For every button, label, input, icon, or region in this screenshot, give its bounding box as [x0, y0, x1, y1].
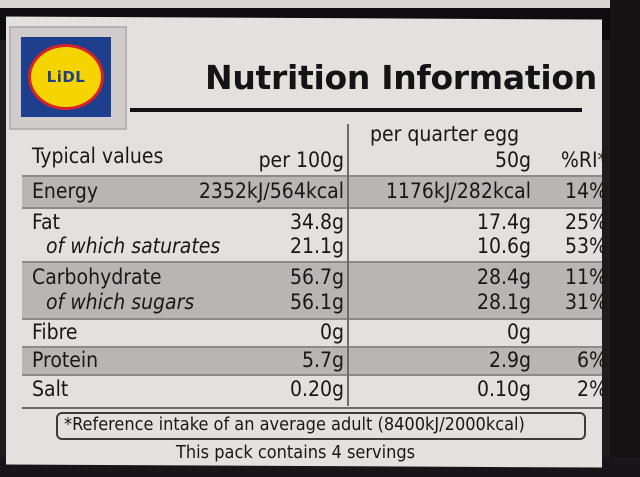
- row-ri-sugars: 31%: [565, 290, 607, 314]
- row-per100-fibre: 0g: [319, 320, 344, 344]
- row-rule: [22, 346, 602, 348]
- row-per100-energy: 2352kJ/564kcal: [198, 179, 344, 203]
- row-ri-energy: 14%: [565, 179, 607, 203]
- row-name-fibre: Fibre: [32, 320, 78, 344]
- row-portion-protein: 2.9g: [488, 348, 531, 372]
- lidl-logo-frame: LiDL: [9, 26, 127, 130]
- row-shade-energy: [22, 177, 602, 207]
- title-rule: [130, 108, 582, 112]
- row-rule: [22, 318, 602, 320]
- row-rule: [22, 207, 602, 209]
- row-rule: [22, 261, 602, 263]
- row-per100-fat: 34.8g: [289, 210, 344, 234]
- header-ri: %RI*: [560, 148, 607, 172]
- row-ri-carbohydrate: 11%: [565, 265, 607, 289]
- row-ri-saturates: 53%: [565, 234, 607, 258]
- row-name-fat: Fat: [32, 210, 60, 234]
- row-portion-saturates: 10.6g: [476, 234, 531, 258]
- row-portion-sugars: 28.1g: [476, 290, 531, 314]
- row-portion-fibre: 0g: [506, 320, 531, 344]
- footnote-text: *Reference intake of an average adult (8…: [64, 414, 525, 435]
- row-per100-salt: 0.20g: [289, 377, 344, 401]
- header-per-quarter-egg: per quarter egg: [370, 122, 520, 146]
- row-name-salt: Salt: [32, 377, 69, 401]
- row-portion-fat: 17.4g: [476, 210, 531, 234]
- row-name-saturates: of which saturates: [46, 234, 221, 258]
- footer-rule: [22, 407, 602, 409]
- row-shade-protein: [22, 346, 602, 374]
- row-ri-fat: 25%: [565, 210, 607, 234]
- label-title: Nutrition Information: [205, 58, 597, 97]
- header-rule: [22, 175, 602, 177]
- footnote-box: [56, 412, 586, 440]
- header-typical-values: Typical values: [32, 144, 164, 168]
- row-rule: [22, 374, 602, 376]
- row-per100-sugars: 56.1g: [289, 290, 344, 314]
- row-name-carbohydrate: Carbohydrate: [32, 265, 162, 289]
- row-per100-saturates: 21.1g: [289, 234, 344, 258]
- lidl-logo: LiDL: [21, 37, 111, 117]
- row-ri-salt: 2%: [577, 377, 607, 401]
- row-portion-carbohydrate: 28.4g: [476, 265, 531, 289]
- column-divider: [347, 124, 349, 406]
- row-name-protein: Protein: [32, 348, 99, 372]
- packaging-edge: [0, 0, 640, 8]
- row-shade-carbohydrate: [22, 262, 602, 318]
- row-portion-salt: 0.10g: [476, 377, 531, 401]
- servings-text: This pack contains 4 servings: [176, 442, 416, 463]
- header-portion-weight: 50g: [494, 148, 531, 172]
- lidl-logo-text: LiDL: [46, 68, 86, 86]
- row-portion-energy: 1176kJ/282kcal: [385, 179, 531, 203]
- lidl-logo-circle: LiDL: [28, 44, 104, 110]
- row-per100-carbohydrate: 56.7g: [289, 265, 344, 289]
- row-per100-protein: 5.7g: [301, 348, 344, 372]
- packaging-dark-right: [610, 0, 640, 477]
- header-per-100g: per 100g: [258, 148, 344, 172]
- row-ri-protein: 6%: [577, 348, 607, 372]
- row-name-energy: Energy: [32, 179, 99, 203]
- row-name-sugars: of which sugars: [46, 290, 195, 314]
